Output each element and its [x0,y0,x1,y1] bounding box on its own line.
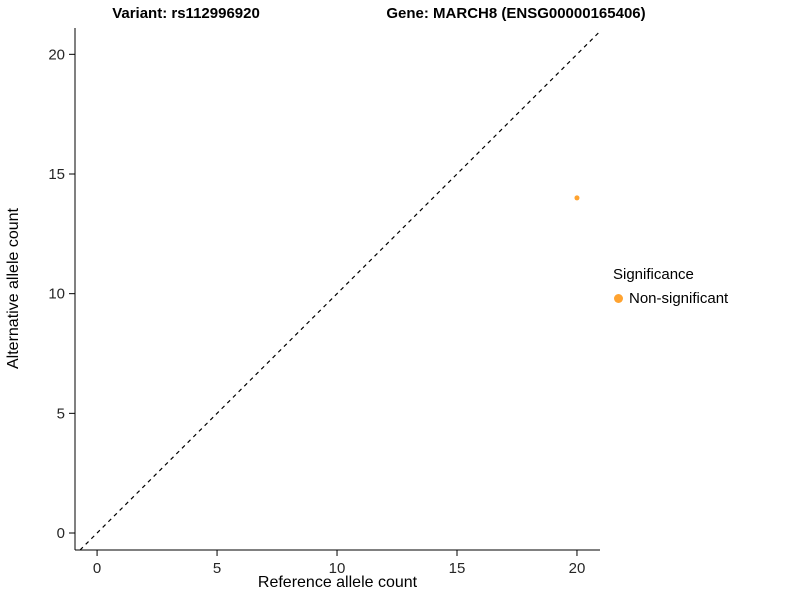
legend-entry-label: Non-significant [629,290,729,307]
data-point [574,195,580,201]
identity-line [79,30,601,551]
x-tick-label: 15 [449,560,466,577]
x-tick-label: 10 [329,560,346,577]
y-tick-label: 20 [48,46,65,63]
legend-entry: Non-significant [613,290,728,307]
legend-title: Significance [613,266,694,283]
x-tick-label: 0 [93,560,101,577]
x-tick-label: 5 [213,560,221,577]
y-axis-label: Alternative allele count [5,208,22,370]
chart-title-variant: Variant: rs112996920 [112,5,260,22]
chart-title-gene: Gene: MARCH8 (ENSG00000165406) [386,5,646,22]
legend-dot-icon [614,294,623,303]
y-tick-label: 5 [57,405,65,422]
legend: Significance Non-significant [613,266,728,307]
x-axis-label: Reference allele count [257,574,418,591]
y-tick-label: 15 [48,166,65,183]
y-tick-label: 0 [57,525,65,542]
x-tick-label: 20 [569,560,586,577]
y-tick-label: 10 [48,286,65,303]
